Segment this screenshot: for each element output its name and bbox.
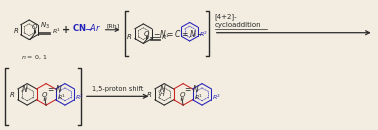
Text: $H$: $H$ — [159, 90, 166, 98]
Text: $Ar$: $Ar$ — [89, 22, 101, 33]
Text: [4+2]-: [4+2]- — [215, 14, 237, 20]
Text: +: + — [62, 25, 70, 35]
Text: $R^1$: $R^1$ — [52, 27, 61, 36]
Text: $R^1$: $R^1$ — [161, 33, 170, 42]
Text: $N_3$: $N_3$ — [40, 21, 50, 31]
Text: $R^2$: $R^2$ — [76, 93, 85, 102]
Text: $-$: $-$ — [84, 23, 93, 33]
Text: $R$: $R$ — [9, 90, 15, 99]
Text: $O$: $O$ — [143, 29, 150, 38]
Text: 1,5-proton shift: 1,5-proton shift — [92, 86, 143, 92]
Text: [Rh]: [Rh] — [106, 23, 119, 28]
Text: $R$: $R$ — [13, 26, 19, 35]
Text: $=N$: $=N$ — [46, 83, 63, 94]
Text: $N$: $N$ — [158, 83, 166, 94]
Text: $O$: $O$ — [178, 90, 186, 99]
Text: $R^2$: $R^2$ — [199, 30, 208, 39]
Text: $R^1$: $R^1$ — [194, 93, 203, 102]
Text: $O$: $O$ — [42, 90, 49, 99]
Text: $=N$: $=N$ — [183, 83, 200, 94]
Text: $n$ = 0, 1: $n$ = 0, 1 — [21, 53, 48, 61]
Text: $R$: $R$ — [146, 90, 152, 99]
Text: $-N{=}C{=}N-$: $-N{=}C{=}N-$ — [153, 28, 204, 39]
Text: $R$: $R$ — [126, 32, 133, 41]
Text: $N$: $N$ — [22, 83, 29, 94]
Text: $O$: $O$ — [31, 22, 38, 31]
Text: $R^2$: $R^2$ — [212, 93, 222, 102]
Text: cycloaddition: cycloaddition — [215, 22, 262, 28]
Text: $\mathbf{CN}$: $\mathbf{CN}$ — [72, 22, 86, 33]
Text: $R^1$: $R^1$ — [57, 93, 66, 102]
